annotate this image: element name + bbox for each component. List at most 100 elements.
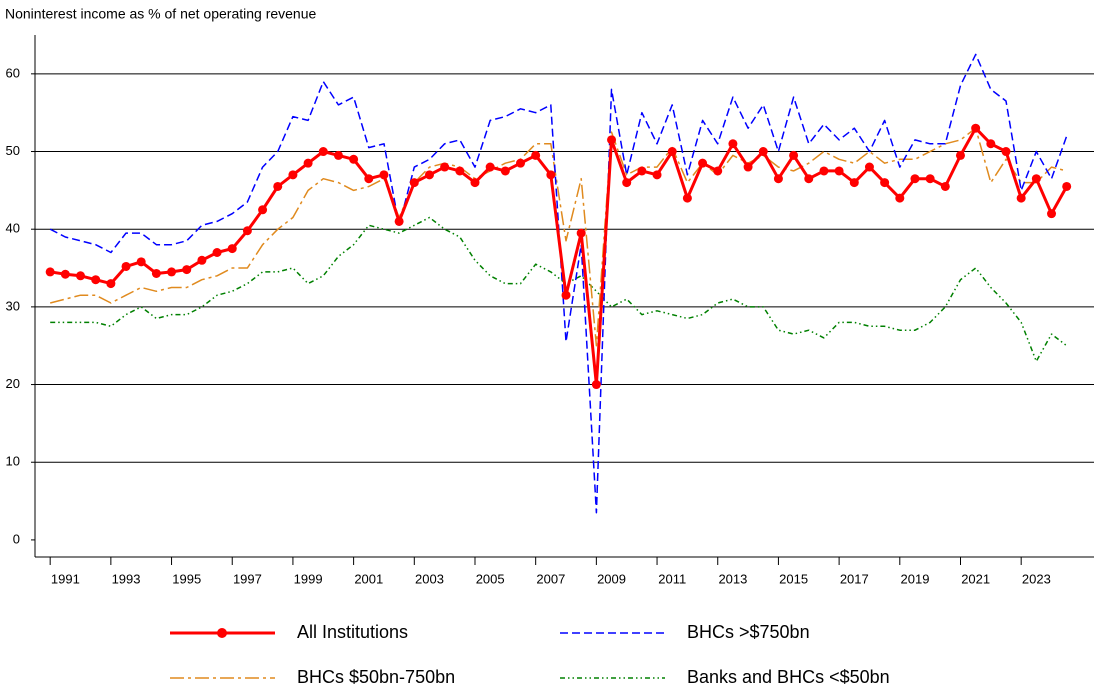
point bbox=[242, 226, 252, 236]
point bbox=[743, 162, 753, 172]
point bbox=[1001, 147, 1011, 157]
point bbox=[182, 265, 192, 275]
point bbox=[273, 181, 283, 191]
x-tick-label: 2017 bbox=[840, 571, 869, 586]
point bbox=[60, 269, 70, 279]
grid bbox=[35, 73, 1094, 463]
point bbox=[151, 268, 161, 278]
point bbox=[531, 150, 541, 160]
point bbox=[1016, 193, 1026, 203]
point bbox=[333, 150, 343, 160]
point bbox=[880, 178, 890, 188]
point bbox=[667, 147, 677, 157]
series-line bbox=[50, 127, 1067, 347]
point bbox=[409, 178, 419, 188]
point bbox=[576, 228, 586, 238]
point bbox=[622, 178, 632, 188]
point bbox=[470, 178, 480, 188]
point bbox=[364, 174, 374, 184]
y-tick-label: 0 bbox=[13, 531, 20, 546]
legend-label: All Institutions bbox=[297, 622, 408, 642]
series-line bbox=[50, 216, 1068, 363]
point bbox=[895, 193, 905, 203]
point bbox=[713, 166, 723, 176]
point bbox=[728, 139, 738, 149]
x-tick-label: 2013 bbox=[718, 571, 747, 586]
point bbox=[986, 139, 996, 149]
point bbox=[440, 162, 450, 172]
y-tick-label: 10 bbox=[6, 454, 20, 469]
x-tick-label: 2021 bbox=[961, 571, 990, 586]
point bbox=[45, 267, 55, 277]
point bbox=[834, 166, 844, 176]
x-tick-label: 2007 bbox=[536, 571, 565, 586]
point bbox=[1031, 174, 1041, 184]
point bbox=[516, 158, 526, 168]
point bbox=[773, 174, 783, 184]
point bbox=[591, 380, 601, 390]
x-tick-label: 2005 bbox=[476, 571, 505, 586]
x-tick-label: 1995 bbox=[172, 571, 201, 586]
point bbox=[789, 150, 799, 160]
point bbox=[136, 257, 146, 267]
x-tick-label: 1993 bbox=[112, 571, 141, 586]
point bbox=[91, 275, 101, 285]
point bbox=[106, 279, 116, 289]
y-tick-label: 30 bbox=[6, 298, 20, 313]
point bbox=[637, 166, 647, 176]
point bbox=[1047, 209, 1057, 219]
legend: All Institutions BHCs >$750bn BHCs $50bn-7… bbox=[170, 622, 890, 687]
legend-label: BHCs >$750bn bbox=[687, 622, 810, 642]
chart-title: Noninterest income as % of net operating… bbox=[5, 6, 317, 22]
point bbox=[971, 123, 981, 133]
point bbox=[455, 166, 465, 176]
x-tick-label: 1991 bbox=[51, 571, 80, 586]
x-tick-label: 2003 bbox=[415, 571, 444, 586]
point bbox=[910, 174, 920, 184]
x-tick-label: 2011 bbox=[658, 571, 686, 586]
point bbox=[561, 290, 571, 300]
point bbox=[955, 150, 965, 160]
y-tick-label: 40 bbox=[6, 221, 20, 236]
plot-area bbox=[45, 53, 1072, 514]
point bbox=[424, 170, 434, 180]
point bbox=[500, 166, 510, 176]
point bbox=[197, 255, 207, 265]
y-tick-label: 50 bbox=[6, 143, 20, 158]
point bbox=[349, 154, 359, 164]
point bbox=[849, 178, 859, 188]
legend-label: Banks and BHCs <$50bn bbox=[687, 667, 890, 687]
point bbox=[682, 193, 692, 203]
point bbox=[379, 170, 389, 180]
point bbox=[167, 267, 177, 277]
point bbox=[121, 261, 131, 271]
point bbox=[804, 174, 814, 184]
point bbox=[485, 162, 495, 172]
point bbox=[258, 205, 268, 215]
point bbox=[758, 147, 768, 157]
x-tick-label: 1999 bbox=[294, 571, 323, 586]
point bbox=[212, 248, 222, 257]
point bbox=[925, 174, 935, 184]
axes: 0 10 20 30 40 50 60 1991 1993 1995 1997 1999 2001 200… bbox=[6, 65, 1051, 586]
point bbox=[76, 271, 86, 281]
point bbox=[940, 181, 950, 191]
point bbox=[227, 244, 237, 254]
point bbox=[303, 158, 313, 168]
point bbox=[652, 170, 662, 180]
legend-label: BHCs $50bn-750bn bbox=[297, 667, 455, 687]
x-tick-label: 2023 bbox=[1022, 571, 1051, 586]
x-tick-label: 2019 bbox=[901, 571, 930, 586]
y-tick-label: 60 bbox=[6, 65, 20, 80]
point bbox=[819, 166, 829, 176]
x-tick-label: 2009 bbox=[597, 571, 626, 586]
point bbox=[394, 216, 404, 226]
point bbox=[1062, 181, 1072, 191]
point bbox=[698, 158, 708, 168]
point bbox=[546, 170, 556, 180]
series-line bbox=[49, 53, 1068, 514]
point bbox=[288, 170, 298, 180]
x-tick-label: 2001 bbox=[354, 571, 383, 586]
point bbox=[318, 147, 328, 157]
